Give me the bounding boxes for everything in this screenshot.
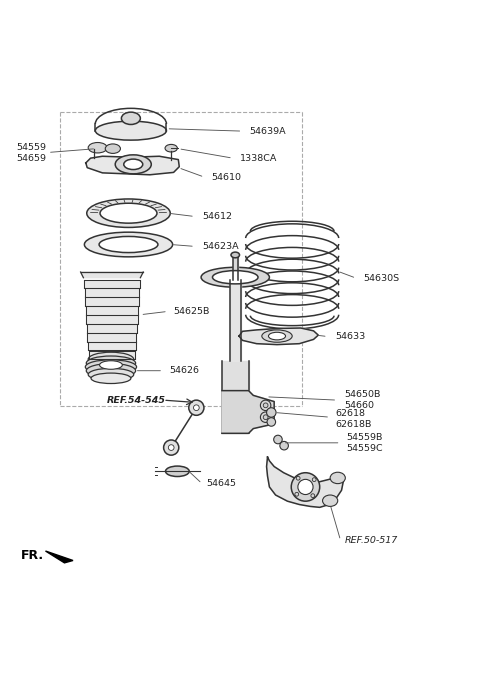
Ellipse shape [268,332,286,340]
Text: 62618
62618B: 62618 62618B [335,409,371,429]
Ellipse shape [99,360,122,369]
Text: 54639A: 54639A [250,127,286,136]
Polygon shape [86,315,137,324]
Text: 54633: 54633 [335,332,365,341]
Text: 54625B: 54625B [174,307,210,316]
Text: 54610: 54610 [212,173,241,182]
Text: 54612: 54612 [202,212,232,221]
Ellipse shape [124,159,143,169]
Polygon shape [88,351,135,359]
Polygon shape [87,333,136,342]
Text: FR.: FR. [21,549,44,562]
Text: 54630S: 54630S [363,273,399,283]
Ellipse shape [323,495,338,506]
Ellipse shape [88,142,107,153]
Ellipse shape [166,466,189,477]
Ellipse shape [201,267,269,287]
Ellipse shape [231,252,240,258]
Circle shape [266,408,276,417]
Ellipse shape [99,236,158,252]
Ellipse shape [330,472,345,483]
Text: REF.54-545: REF.54-545 [107,396,166,404]
Polygon shape [88,342,136,350]
Polygon shape [222,391,274,433]
Ellipse shape [262,330,292,342]
Circle shape [193,405,199,410]
Text: 54626: 54626 [169,367,199,375]
Ellipse shape [87,199,170,227]
Polygon shape [222,361,249,433]
Ellipse shape [84,232,173,257]
Polygon shape [229,279,241,361]
Circle shape [267,418,276,426]
Polygon shape [233,257,238,279]
Circle shape [189,400,204,415]
Circle shape [263,415,268,420]
Polygon shape [86,156,179,175]
Ellipse shape [100,203,157,223]
Ellipse shape [91,373,131,383]
Polygon shape [266,457,343,508]
Ellipse shape [96,121,167,140]
Text: 54650B
54660: 54650B 54660 [344,390,381,410]
Polygon shape [81,272,143,277]
Ellipse shape [213,271,258,284]
Circle shape [280,441,288,450]
Polygon shape [84,288,139,297]
Text: 1338CA: 1338CA [240,154,277,163]
Polygon shape [46,551,73,563]
Polygon shape [239,328,318,345]
Ellipse shape [86,356,136,370]
Text: 54559B
54559C: 54559B 54559C [347,433,384,453]
Ellipse shape [115,155,151,174]
Text: REF.50-517: REF.50-517 [344,536,397,545]
Circle shape [263,403,268,408]
Text: 54559
54659: 54559 54659 [16,143,46,163]
Ellipse shape [88,352,134,367]
Ellipse shape [121,112,140,124]
Circle shape [164,440,179,455]
Polygon shape [85,297,139,306]
Circle shape [291,472,320,501]
Ellipse shape [165,144,178,152]
Ellipse shape [105,144,120,153]
Text: 54645: 54645 [207,479,237,488]
Polygon shape [87,324,137,333]
Text: 54623A: 54623A [202,242,239,251]
Polygon shape [84,279,140,288]
Circle shape [274,435,282,443]
Ellipse shape [88,369,134,381]
Ellipse shape [86,364,136,378]
Circle shape [298,479,313,495]
Circle shape [168,445,174,450]
Ellipse shape [85,360,137,374]
Polygon shape [86,306,138,315]
